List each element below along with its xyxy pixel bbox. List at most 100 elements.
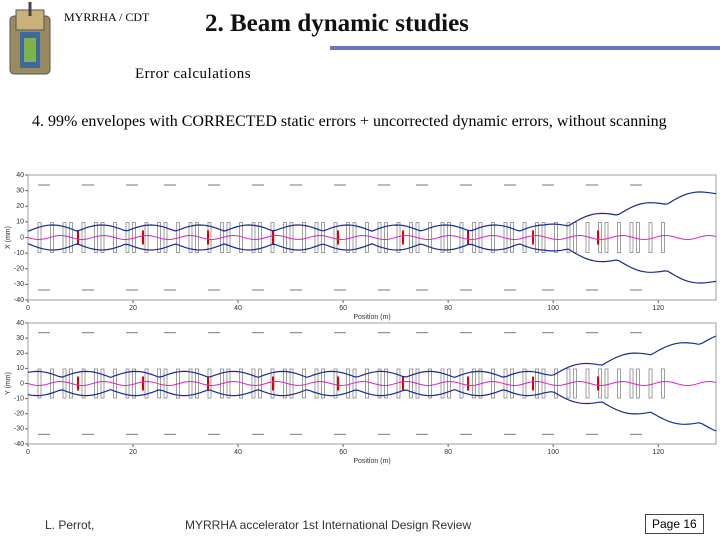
page-number: Page 16 xyxy=(645,514,704,534)
element xyxy=(510,222,514,253)
body-text: 4. 99% envelopes with CORRECTED static e… xyxy=(32,113,667,130)
x-tick-label: 60 xyxy=(339,305,347,312)
element xyxy=(472,368,476,399)
element xyxy=(251,222,256,253)
envelope-upper xyxy=(27,335,717,379)
x-tick-label: 120 xyxy=(652,449,664,456)
element xyxy=(440,222,445,253)
element xyxy=(440,368,445,399)
y-tick-label: 20 xyxy=(16,203,24,210)
element xyxy=(428,222,432,253)
element xyxy=(239,368,243,399)
element xyxy=(346,368,350,399)
element xyxy=(314,368,319,399)
footer-event: MYRRHA accelerator 1st International Des… xyxy=(185,518,472,532)
element xyxy=(258,368,262,399)
footer-author: L. Perrot, xyxy=(45,518,95,532)
x-tick-label: 80 xyxy=(444,449,452,456)
y-axis-label: Y (mm) xyxy=(5,372,12,395)
subtitle: Error calculations xyxy=(135,66,252,82)
element xyxy=(321,368,325,399)
element xyxy=(144,368,149,399)
element xyxy=(188,222,193,253)
element xyxy=(661,222,665,253)
element xyxy=(251,368,256,399)
element xyxy=(365,222,369,253)
element xyxy=(396,222,401,253)
element xyxy=(289,368,294,399)
element xyxy=(346,222,350,253)
element xyxy=(636,222,640,253)
element xyxy=(604,368,609,399)
x-tick-label: 0 xyxy=(26,449,30,456)
element xyxy=(62,222,67,253)
x-tick-label: 60 xyxy=(339,449,347,456)
element xyxy=(188,368,193,399)
element xyxy=(491,368,495,399)
y-tick-label: -40 xyxy=(14,297,24,304)
element xyxy=(314,222,319,253)
y-tick-label: 10 xyxy=(16,365,24,372)
y-tick-label: 10 xyxy=(16,219,24,226)
element xyxy=(37,368,42,399)
element xyxy=(163,368,168,399)
element xyxy=(81,222,86,253)
beam-centroid xyxy=(27,234,717,241)
element xyxy=(377,368,382,399)
element xyxy=(604,222,609,253)
y-tick-label: -30 xyxy=(14,281,24,288)
logo xyxy=(9,2,51,75)
y-tick-label: 30 xyxy=(16,335,24,342)
element xyxy=(62,368,67,399)
element xyxy=(617,368,621,399)
element xyxy=(377,222,382,253)
element xyxy=(510,368,514,399)
element xyxy=(239,222,243,253)
element xyxy=(573,368,577,399)
x-tick-label: 40 xyxy=(234,449,242,456)
element xyxy=(535,222,539,253)
element xyxy=(81,368,86,399)
y-tick-label: -40 xyxy=(14,441,24,448)
x-axis-label: Position (m) xyxy=(353,314,390,321)
envelope-lower xyxy=(27,243,717,284)
y-tick-label: 20 xyxy=(16,350,24,357)
element xyxy=(100,222,105,253)
element xyxy=(94,222,98,253)
y-tick-label: 40 xyxy=(16,172,24,179)
element xyxy=(541,222,546,253)
x-tick-label: 0 xyxy=(26,305,30,312)
y-tick-label: -20 xyxy=(14,411,24,418)
element xyxy=(333,368,338,399)
x-tick-label: 40 xyxy=(234,305,242,312)
element xyxy=(226,222,231,253)
element xyxy=(409,368,413,399)
element xyxy=(144,222,149,253)
x-tick-label: 100 xyxy=(547,449,559,456)
element xyxy=(125,222,130,253)
y-tick-label: 30 xyxy=(16,187,24,194)
element xyxy=(289,222,294,253)
element xyxy=(125,368,130,399)
element xyxy=(37,222,42,253)
element xyxy=(163,222,168,253)
element xyxy=(428,368,432,399)
element xyxy=(636,368,640,399)
element xyxy=(648,368,653,399)
element xyxy=(258,222,262,253)
element xyxy=(447,368,451,399)
y-tick-label: -30 xyxy=(14,426,24,433)
beam-centroid xyxy=(27,380,717,387)
element xyxy=(195,222,199,253)
element xyxy=(195,368,199,399)
x-tick-label: 100 xyxy=(547,305,559,312)
slide-title: 2. Beam dynamic studies xyxy=(205,10,469,37)
x-axis-label: Position (m) xyxy=(353,458,390,465)
element xyxy=(491,222,495,253)
element xyxy=(302,222,306,253)
element xyxy=(554,222,558,253)
element xyxy=(226,368,231,399)
x-tick-label: 20 xyxy=(129,305,137,312)
